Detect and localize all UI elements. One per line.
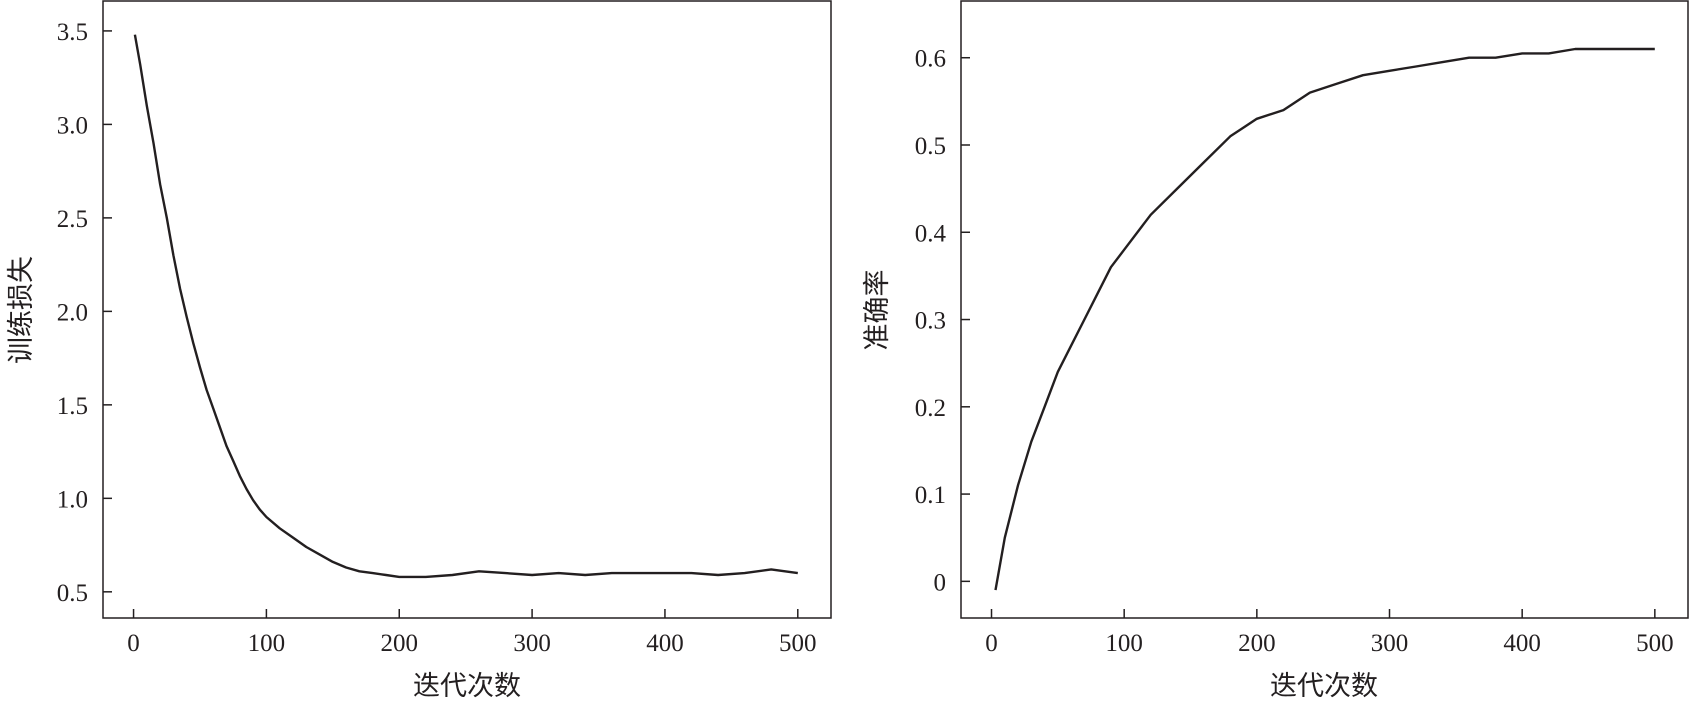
accuracy-x-tick-label: 300	[1371, 630, 1409, 657]
accuracy-y-tick-label: 0.2	[915, 395, 946, 422]
loss-x-axis-title: 迭代次数	[413, 671, 521, 702]
accuracy-chart: 0 100 200 300 400 500 0 0.1 0.2 0.3 0.4 0.5 0.6 迭代次数…	[862, 0, 1689, 702]
loss-x-tick-label: 0	[127, 630, 140, 657]
accuracy-x-axis-title: 迭代次数	[1270, 671, 1378, 702]
accuracy-y-tick-label: 0.4	[915, 220, 947, 247]
accuracy-x-tick-label: 0	[985, 630, 998, 657]
loss-x-tick-label: 300	[513, 630, 551, 657]
loss-chart: 0 100 200 300 400 500 0.5 1.0 1.5 2.0 2.5 3.0 3.5 迭代…	[6, 0, 832, 702]
loss-y-tick-label: 0.5	[57, 580, 88, 607]
loss-y-tick-label: 1.5	[57, 393, 88, 420]
accuracy-y-tick-label: 0.5	[915, 133, 946, 160]
loss-y-tick-label: 2.5	[57, 206, 88, 233]
accuracy-ticks: 0 100 200 300 400 500 0 0.1 0.2 0.3 0.4 0.5 0.6	[915, 46, 1674, 657]
loss-y-axis-title: 训练损失	[6, 256, 37, 364]
loss-y-tick-label: 3.0	[57, 112, 88, 139]
accuracy-x-tick-label: 200	[1238, 630, 1276, 657]
loss-y-tick-label: 2.0	[57, 299, 88, 326]
accuracy-y-tick-label: 0.1	[915, 482, 946, 509]
accuracy-y-tick-label: 0	[934, 569, 947, 596]
accuracy-series-line	[994, 47, 1655, 591]
loss-y-tick-label: 3.5	[57, 19, 88, 46]
accuracy-y-tick-label: 0.6	[915, 46, 946, 73]
accuracy-y-axis-title: 准确率	[862, 270, 893, 351]
loss-x-tick-label: 100	[248, 630, 286, 657]
loss-x-tick-label: 500	[779, 630, 817, 657]
loss-ticks: 0 100 200 300 400 500 0.5 1.0 1.5 2.0 2.5 3.0 3.5	[57, 19, 817, 657]
accuracy-plot-frame	[960, 0, 1689, 619]
loss-plot-frame	[102, 0, 832, 619]
accuracy-x-tick-label: 500	[1636, 630, 1674, 657]
accuracy-y-tick-label: 0.3	[915, 308, 946, 335]
accuracy-x-tick-label: 400	[1503, 630, 1541, 657]
loss-series-line	[133, 34, 798, 579]
loss-y-tick-label: 1.0	[57, 486, 88, 513]
accuracy-x-tick-label: 100	[1105, 630, 1143, 657]
loss-x-tick-label: 400	[646, 630, 684, 657]
loss-x-tick-label: 200	[380, 630, 418, 657]
